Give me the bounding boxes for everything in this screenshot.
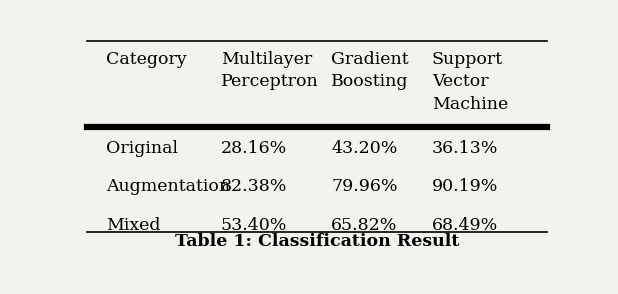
Text: Original: Original bbox=[106, 140, 178, 157]
Text: 53.40%: 53.40% bbox=[221, 217, 287, 234]
Text: 28.16%: 28.16% bbox=[221, 140, 287, 157]
Text: Multilayer
Perceptron: Multilayer Perceptron bbox=[221, 51, 319, 90]
Text: 68.49%: 68.49% bbox=[431, 217, 498, 234]
Text: Gradient
Boosting: Gradient Boosting bbox=[331, 51, 408, 90]
Text: 36.13%: 36.13% bbox=[431, 140, 498, 157]
Text: Augmentation: Augmentation bbox=[106, 178, 230, 196]
Text: 82.38%: 82.38% bbox=[221, 178, 287, 196]
Text: 90.19%: 90.19% bbox=[431, 178, 498, 196]
Text: Table 1: Classification Result: Table 1: Classification Result bbox=[174, 233, 459, 250]
Text: 43.20%: 43.20% bbox=[331, 140, 397, 157]
Text: 65.82%: 65.82% bbox=[331, 217, 397, 234]
Text: Mixed: Mixed bbox=[106, 217, 161, 234]
Text: Support
Vector
Machine: Support Vector Machine bbox=[431, 51, 508, 113]
Text: Category: Category bbox=[106, 51, 187, 68]
Text: 79.96%: 79.96% bbox=[331, 178, 397, 196]
